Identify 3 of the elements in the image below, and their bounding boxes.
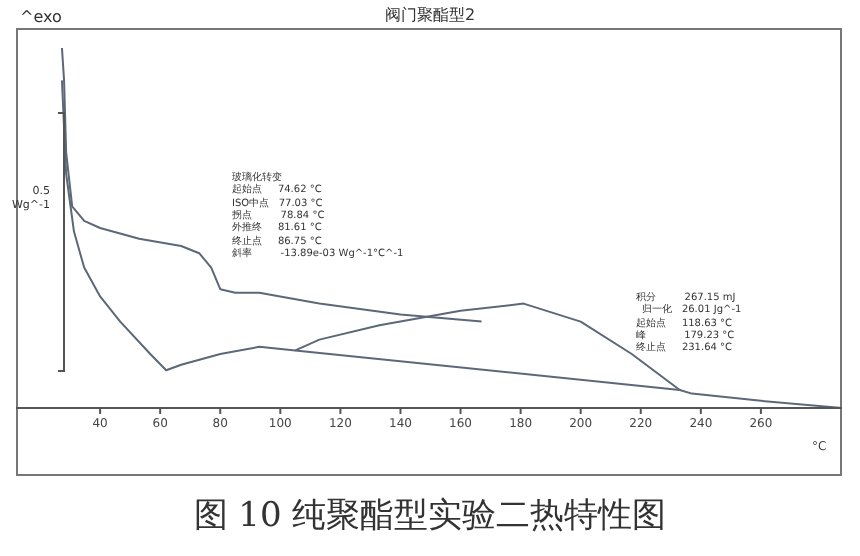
caption: 图 10 纯聚酯型实验二热特性图: [191, 496, 669, 539]
text: ^exo: [20, 8, 62, 28]
chart-title: 阀门聚酯型2: [384, 6, 476, 24]
